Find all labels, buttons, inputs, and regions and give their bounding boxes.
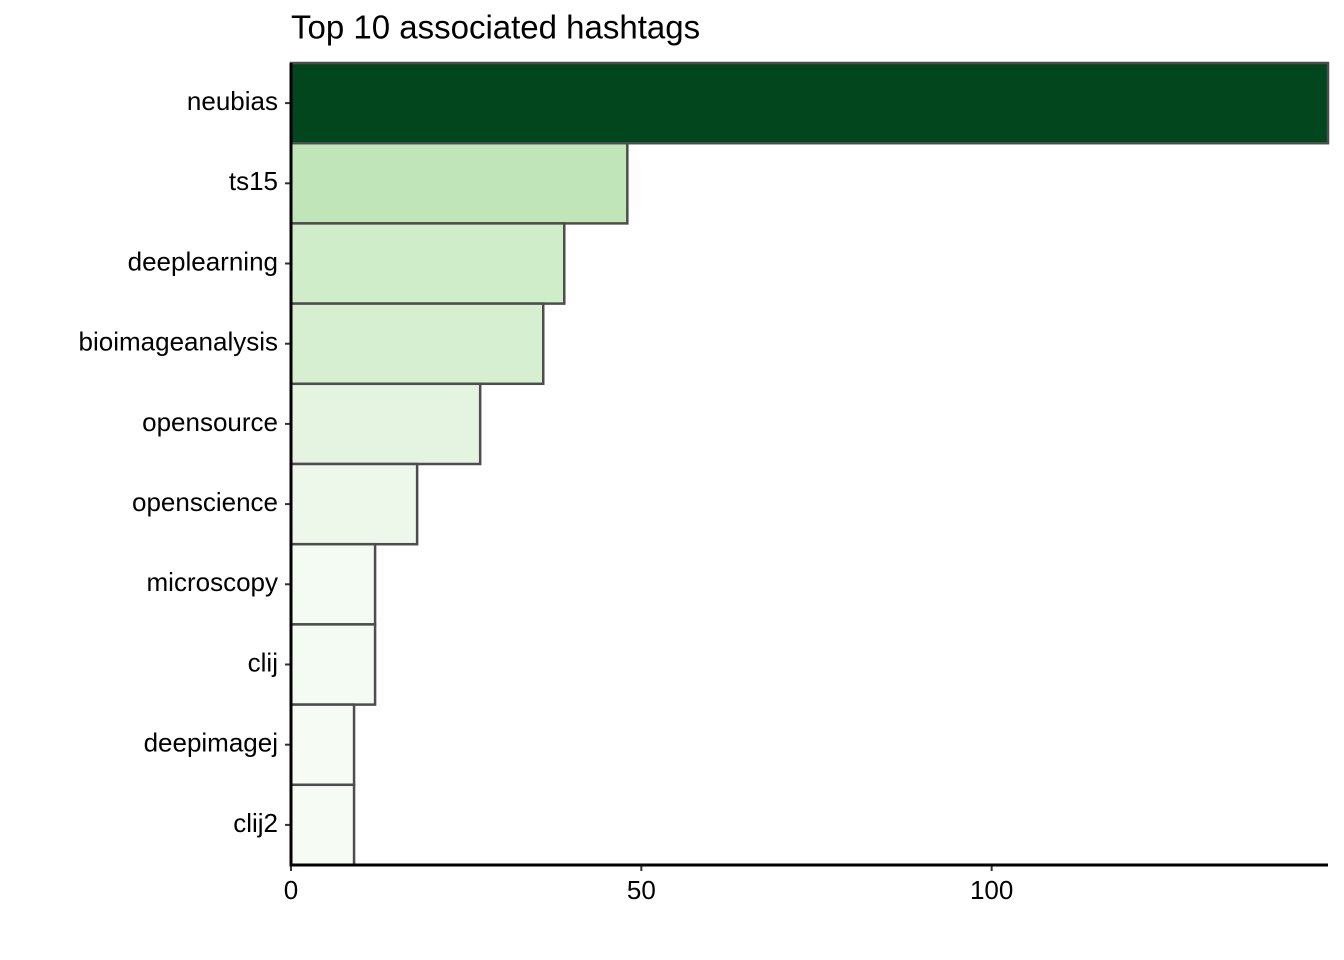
bar xyxy=(289,222,566,305)
y-tick-label: bioimageanalysis xyxy=(79,327,278,357)
y-tick-label: ts15 xyxy=(229,166,278,196)
y-tick-label: deepimagej xyxy=(144,728,278,758)
bar xyxy=(289,141,629,225)
y-tick-label: clij xyxy=(248,647,278,677)
bar xyxy=(289,462,419,546)
y-tick-label: microscopy xyxy=(147,567,278,597)
y-tick-label: openscience xyxy=(132,487,278,517)
bar xyxy=(289,61,1330,145)
y-tick-label: deeplearning xyxy=(128,246,278,276)
y-tick-label: clij2 xyxy=(233,808,278,838)
x-tick-label: 100 xyxy=(970,875,1013,905)
y-tick-label: neubias xyxy=(187,86,278,116)
bar xyxy=(289,542,377,626)
bar xyxy=(289,783,356,867)
bar xyxy=(289,623,377,706)
bar xyxy=(289,302,545,386)
x-tick-label: 50 xyxy=(627,875,656,905)
bar xyxy=(289,703,356,787)
chart-title: Top 10 associated hashtags xyxy=(291,9,700,46)
bar xyxy=(289,382,482,466)
x-tick-label: 0 xyxy=(284,875,298,905)
y-tick-label: opensource xyxy=(142,407,278,437)
